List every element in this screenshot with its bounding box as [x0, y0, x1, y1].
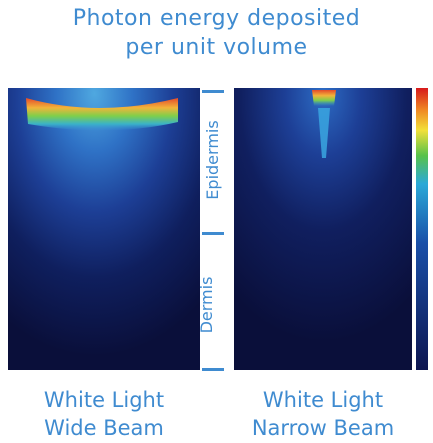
- epidermis-label: Epidermis: [203, 120, 222, 200]
- narrow-beam-column: [318, 108, 330, 158]
- narrow-beam-caption: White Light Narrow Beam: [234, 386, 412, 442]
- color-scale-fill: [416, 88, 428, 370]
- epidermis-dermis-divider: [202, 232, 224, 235]
- title-line-2: per unit volume: [125, 35, 308, 60]
- narrow-beam-surface-hotspot: [312, 90, 336, 106]
- color-scale-bar: [416, 88, 428, 370]
- wide-beam-surface-hotspot: [26, 98, 178, 131]
- narrow-beam-heatmap: [234, 88, 412, 370]
- title-line-1: Photon energy deposited: [72, 6, 361, 31]
- wide-beam-caption-line-1: White Light: [43, 388, 165, 412]
- dermis-bottom-line: [202, 368, 224, 371]
- wide-beam-caption: White Light Wide Beam: [8, 386, 200, 442]
- narrow-beam-caption-line-2: Narrow Beam: [251, 416, 395, 440]
- wide-beam-heatmap: [8, 88, 200, 370]
- epidermis-top-line: [202, 90, 224, 93]
- wide-beam-glow: [8, 88, 200, 370]
- dermis-label: Dermis: [197, 276, 216, 334]
- narrow-beam-caption-line-1: White Light: [262, 388, 384, 412]
- wide-beam-caption-line-2: Wide Beam: [44, 416, 164, 440]
